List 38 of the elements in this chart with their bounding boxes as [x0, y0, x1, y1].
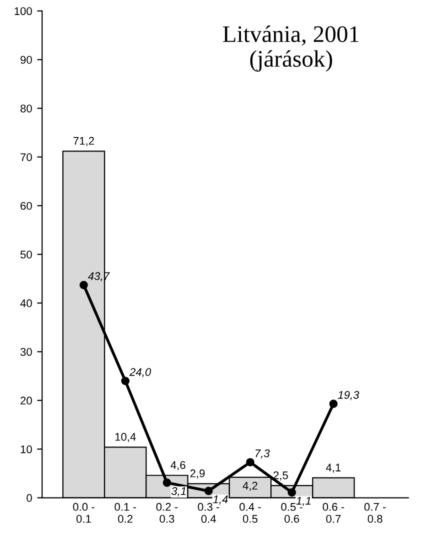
point	[329, 400, 338, 408]
data-label: 4,2	[242, 482, 258, 491]
x-tick-label: 0.1 - 0.2	[114, 502, 136, 523]
x-tick-label: 0.6 - 0.7	[322, 502, 344, 523]
y-tick-label: 70	[20, 153, 32, 162]
point	[121, 376, 130, 386]
data-label: 3,1	[171, 487, 186, 496]
data-label: 71,2	[73, 136, 94, 146]
text: Litvánia, 2001 (járások)	[222, 26, 359, 72]
y-tick-label: 90	[20, 56, 32, 64]
point	[162, 478, 172, 487]
x-tick-label: 0.0 - 0.1	[73, 502, 94, 523]
data-label: 7,3	[256, 449, 270, 459]
data-label: 4,6	[170, 461, 186, 470]
y-tick-label: 40	[20, 299, 32, 308]
data-label: 2,9	[190, 469, 205, 479]
y-tick-label: 100	[14, 7, 32, 16]
y-tick-label: 80	[20, 104, 32, 112]
x-tick-label: 0.7 - 0.8	[364, 502, 386, 523]
data-label: 1,1	[296, 496, 311, 506]
data-label: 4,1	[326, 464, 341, 473]
point	[288, 488, 296, 497]
y-tick-label: 20	[20, 396, 32, 405]
y-tick-label: 30	[20, 348, 32, 356]
x-tick-label: 0.2 - 0.3	[156, 502, 178, 523]
point	[204, 486, 213, 496]
y-tick-label: 10	[20, 445, 32, 454]
x-tick-label: 0.4 - 0.5	[240, 502, 261, 523]
point	[246, 458, 254, 466]
y-tick-label: 0	[26, 494, 32, 502]
y-tick-label: 50	[20, 250, 32, 258]
data-label: 10,4	[115, 432, 136, 442]
data-label: 2,5	[274, 471, 288, 481]
y-tick-label: 60	[20, 202, 32, 210]
point	[80, 280, 88, 290]
data-label: 1,4	[213, 496, 228, 505]
data-label: 24,0	[129, 368, 152, 378]
data-label: 19,3	[338, 390, 360, 400]
